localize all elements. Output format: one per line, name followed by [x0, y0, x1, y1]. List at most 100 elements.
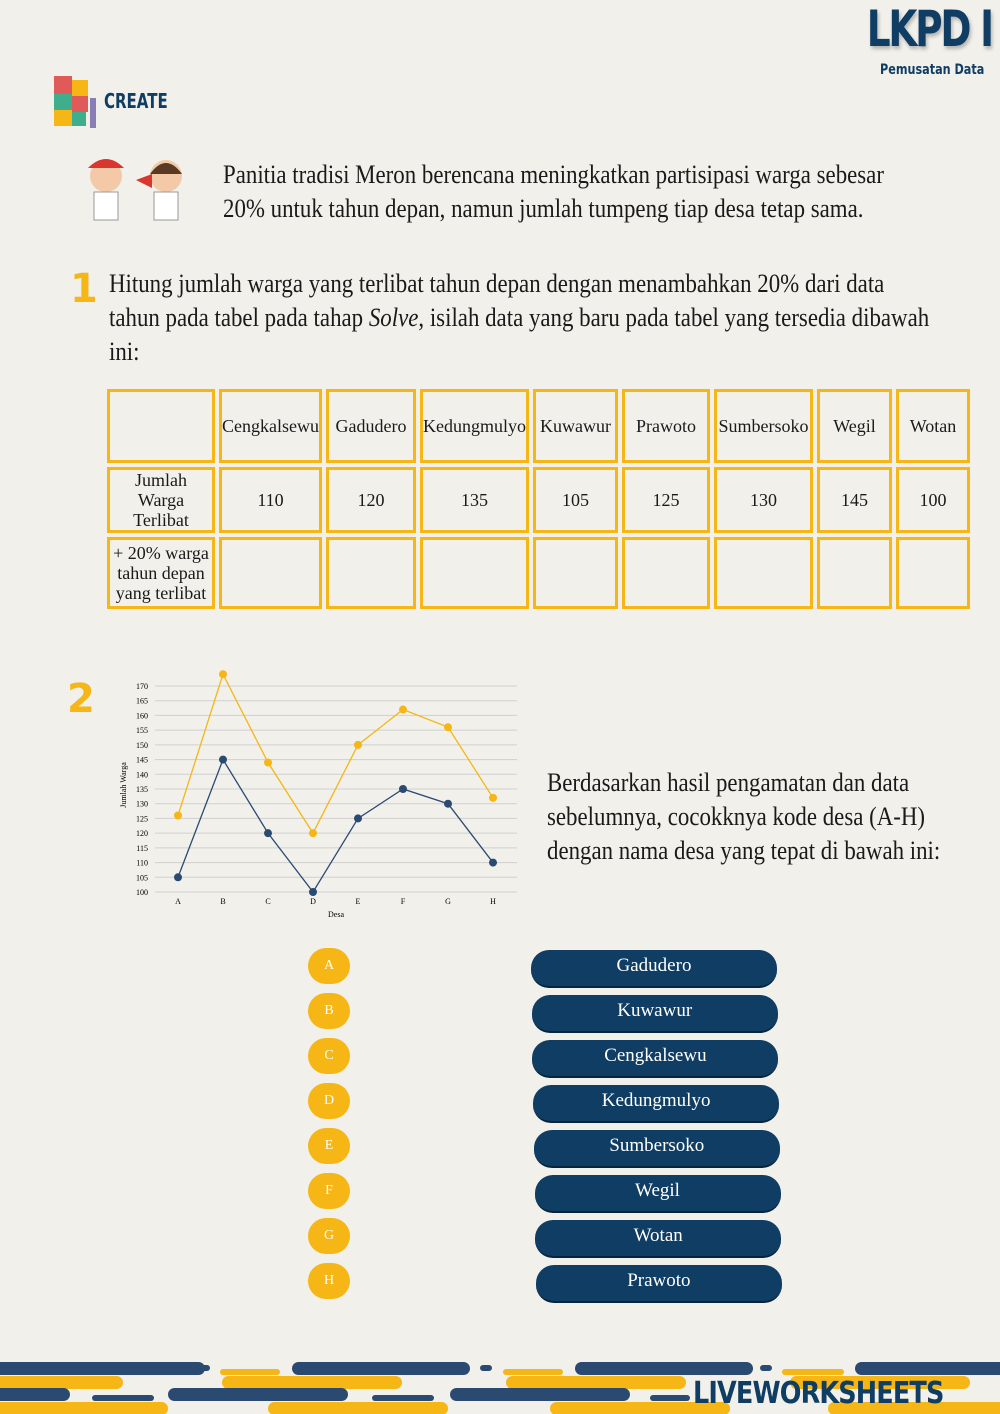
table-corner-cell	[107, 389, 215, 463]
row-label: Jumlah Warga Terlibat	[107, 467, 215, 533]
y-tick-label: 150	[136, 741, 148, 750]
y-tick-label: 125	[136, 814, 148, 823]
series-line	[177, 672, 494, 835]
x-tick-label: A	[175, 897, 181, 906]
answer-input-cell[interactable]	[895, 537, 970, 609]
y-tick-label: 155	[136, 726, 148, 735]
data-point-b	[219, 670, 227, 679]
question-number-1: 1	[70, 266, 98, 312]
question-number-2: 2	[67, 676, 95, 722]
village-name-button[interactable]: Gadudero	[531, 950, 777, 988]
decorative-bar	[0, 1362, 205, 1375]
column-header: Gadudero	[325, 389, 416, 463]
data-point-a	[174, 811, 182, 820]
code-e-button[interactable]: E	[308, 1128, 350, 1164]
decorative-bar	[650, 1395, 690, 1401]
answer-input-cell[interactable]	[621, 537, 710, 609]
intro-text: Panitia tradisi Meron berencana meningka…	[223, 160, 884, 223]
code-g-button[interactable]: G	[308, 1218, 350, 1254]
data-point-h	[489, 858, 497, 867]
q1-text-part: , isilah data yang baru pada tabel yang …	[109, 303, 930, 366]
y-tick-label: 105	[136, 873, 148, 882]
column-header: Cengkalsewu	[219, 389, 322, 463]
data-point-d	[309, 888, 317, 896]
decorative-bar	[220, 1369, 280, 1375]
column-header: Kuwawur	[532, 389, 618, 463]
table-cell: 130	[713, 467, 813, 533]
y-tick-label: 120	[136, 829, 148, 838]
decorative-bar	[92, 1395, 154, 1401]
village-name-button[interactable]: Cengkalsewu	[532, 1040, 779, 1078]
worksheet-title: LKPD I	[866, 0, 994, 58]
x-tick-label: F	[401, 897, 406, 906]
data-point-g	[444, 799, 452, 808]
column-header: Prawoto	[621, 389, 710, 463]
table-cell: 120	[325, 467, 416, 533]
code-h-button[interactable]: H	[308, 1263, 350, 1299]
section-label: CREATE	[104, 89, 168, 113]
village-name-button[interactable]: Sumbersoko	[533, 1130, 780, 1168]
decorative-bar	[790, 1376, 970, 1389]
answer-input-cell[interactable]	[219, 537, 322, 609]
code-a-button[interactable]: A	[308, 948, 350, 984]
decorative-bar	[372, 1395, 434, 1401]
x-tick-label: G	[445, 897, 451, 906]
code-f-button[interactable]: F	[308, 1173, 350, 1209]
answer-input-cell[interactable]	[816, 537, 892, 609]
village-name-button[interactable]: Kuwawur	[531, 995, 778, 1033]
code-b-button[interactable]: B	[308, 993, 350, 1029]
x-tick-label: H	[490, 897, 496, 906]
data-point-a	[174, 873, 182, 882]
x-tick-label: D	[310, 897, 316, 906]
decorative-bar	[222, 1376, 402, 1389]
data-point-e	[354, 814, 362, 823]
data-point-c	[264, 829, 272, 838]
y-tick-label: 140	[136, 770, 148, 779]
column-header: Wegil	[816, 389, 892, 463]
code-d-button[interactable]: D	[308, 1083, 350, 1119]
village-name-button[interactable]: Wotan	[535, 1220, 782, 1258]
decorative-bar	[0, 1402, 168, 1414]
data-point-h	[489, 793, 497, 802]
decorative-bar	[292, 1362, 470, 1375]
decorative-bar	[782, 1369, 844, 1375]
y-tick-label: 160	[136, 711, 148, 720]
code-c-button[interactable]: C	[308, 1038, 350, 1074]
table-header-row: Cengkalsewu Gadudero Kedungmulyo Kuwawur…	[107, 389, 970, 463]
question-2-text: Berdasarkan hasil pengamatan dan data se…	[547, 768, 941, 865]
decorative-bar	[168, 1388, 348, 1401]
children-illustration	[88, 159, 182, 221]
decorative-bar	[550, 1402, 730, 1414]
answer-input-cell[interactable]	[325, 537, 416, 609]
answer-input-cell[interactable]	[532, 537, 618, 609]
data-table: Cengkalsewu Gadudero Kedungmulyo Kuwawur…	[103, 385, 974, 613]
answer-input-cell[interactable]	[713, 537, 813, 609]
q1-text-italic: Solve	[368, 303, 419, 332]
data-point-g	[444, 723, 452, 732]
y-tick-label: 115	[136, 844, 148, 853]
y-tick-label: 135	[136, 785, 148, 794]
decorative-bar	[760, 1365, 772, 1371]
village-name-button[interactable]: Wegil	[534, 1175, 781, 1213]
puzzle-icon	[54, 76, 96, 128]
village-name-button[interactable]: Kedungmulyo	[533, 1085, 780, 1123]
x-tick-label: E	[356, 897, 361, 906]
decorative-bar	[575, 1362, 753, 1375]
answer-input-cell[interactable]	[419, 537, 529, 609]
decorative-bar	[480, 1365, 492, 1371]
decorative-bar	[855, 1362, 1000, 1375]
table-cell: 105	[532, 467, 618, 533]
decorative-bar	[0, 1388, 70, 1401]
village-name-button[interactable]: Prawoto	[535, 1265, 782, 1303]
data-point-b	[219, 755, 227, 764]
table-cell: 125	[621, 467, 710, 533]
table-row: + 20% warga tahun depan yang terlibat	[107, 537, 970, 609]
y-tick-label: 110	[136, 859, 148, 868]
y-tick-label: 170	[136, 682, 148, 691]
y-tick-label: 165	[136, 697, 148, 706]
decorative-bar	[0, 1376, 123, 1389]
y-tick-label: 100	[136, 888, 148, 897]
column-header: Kedungmulyo	[419, 389, 529, 463]
data-point-d	[309, 829, 317, 838]
